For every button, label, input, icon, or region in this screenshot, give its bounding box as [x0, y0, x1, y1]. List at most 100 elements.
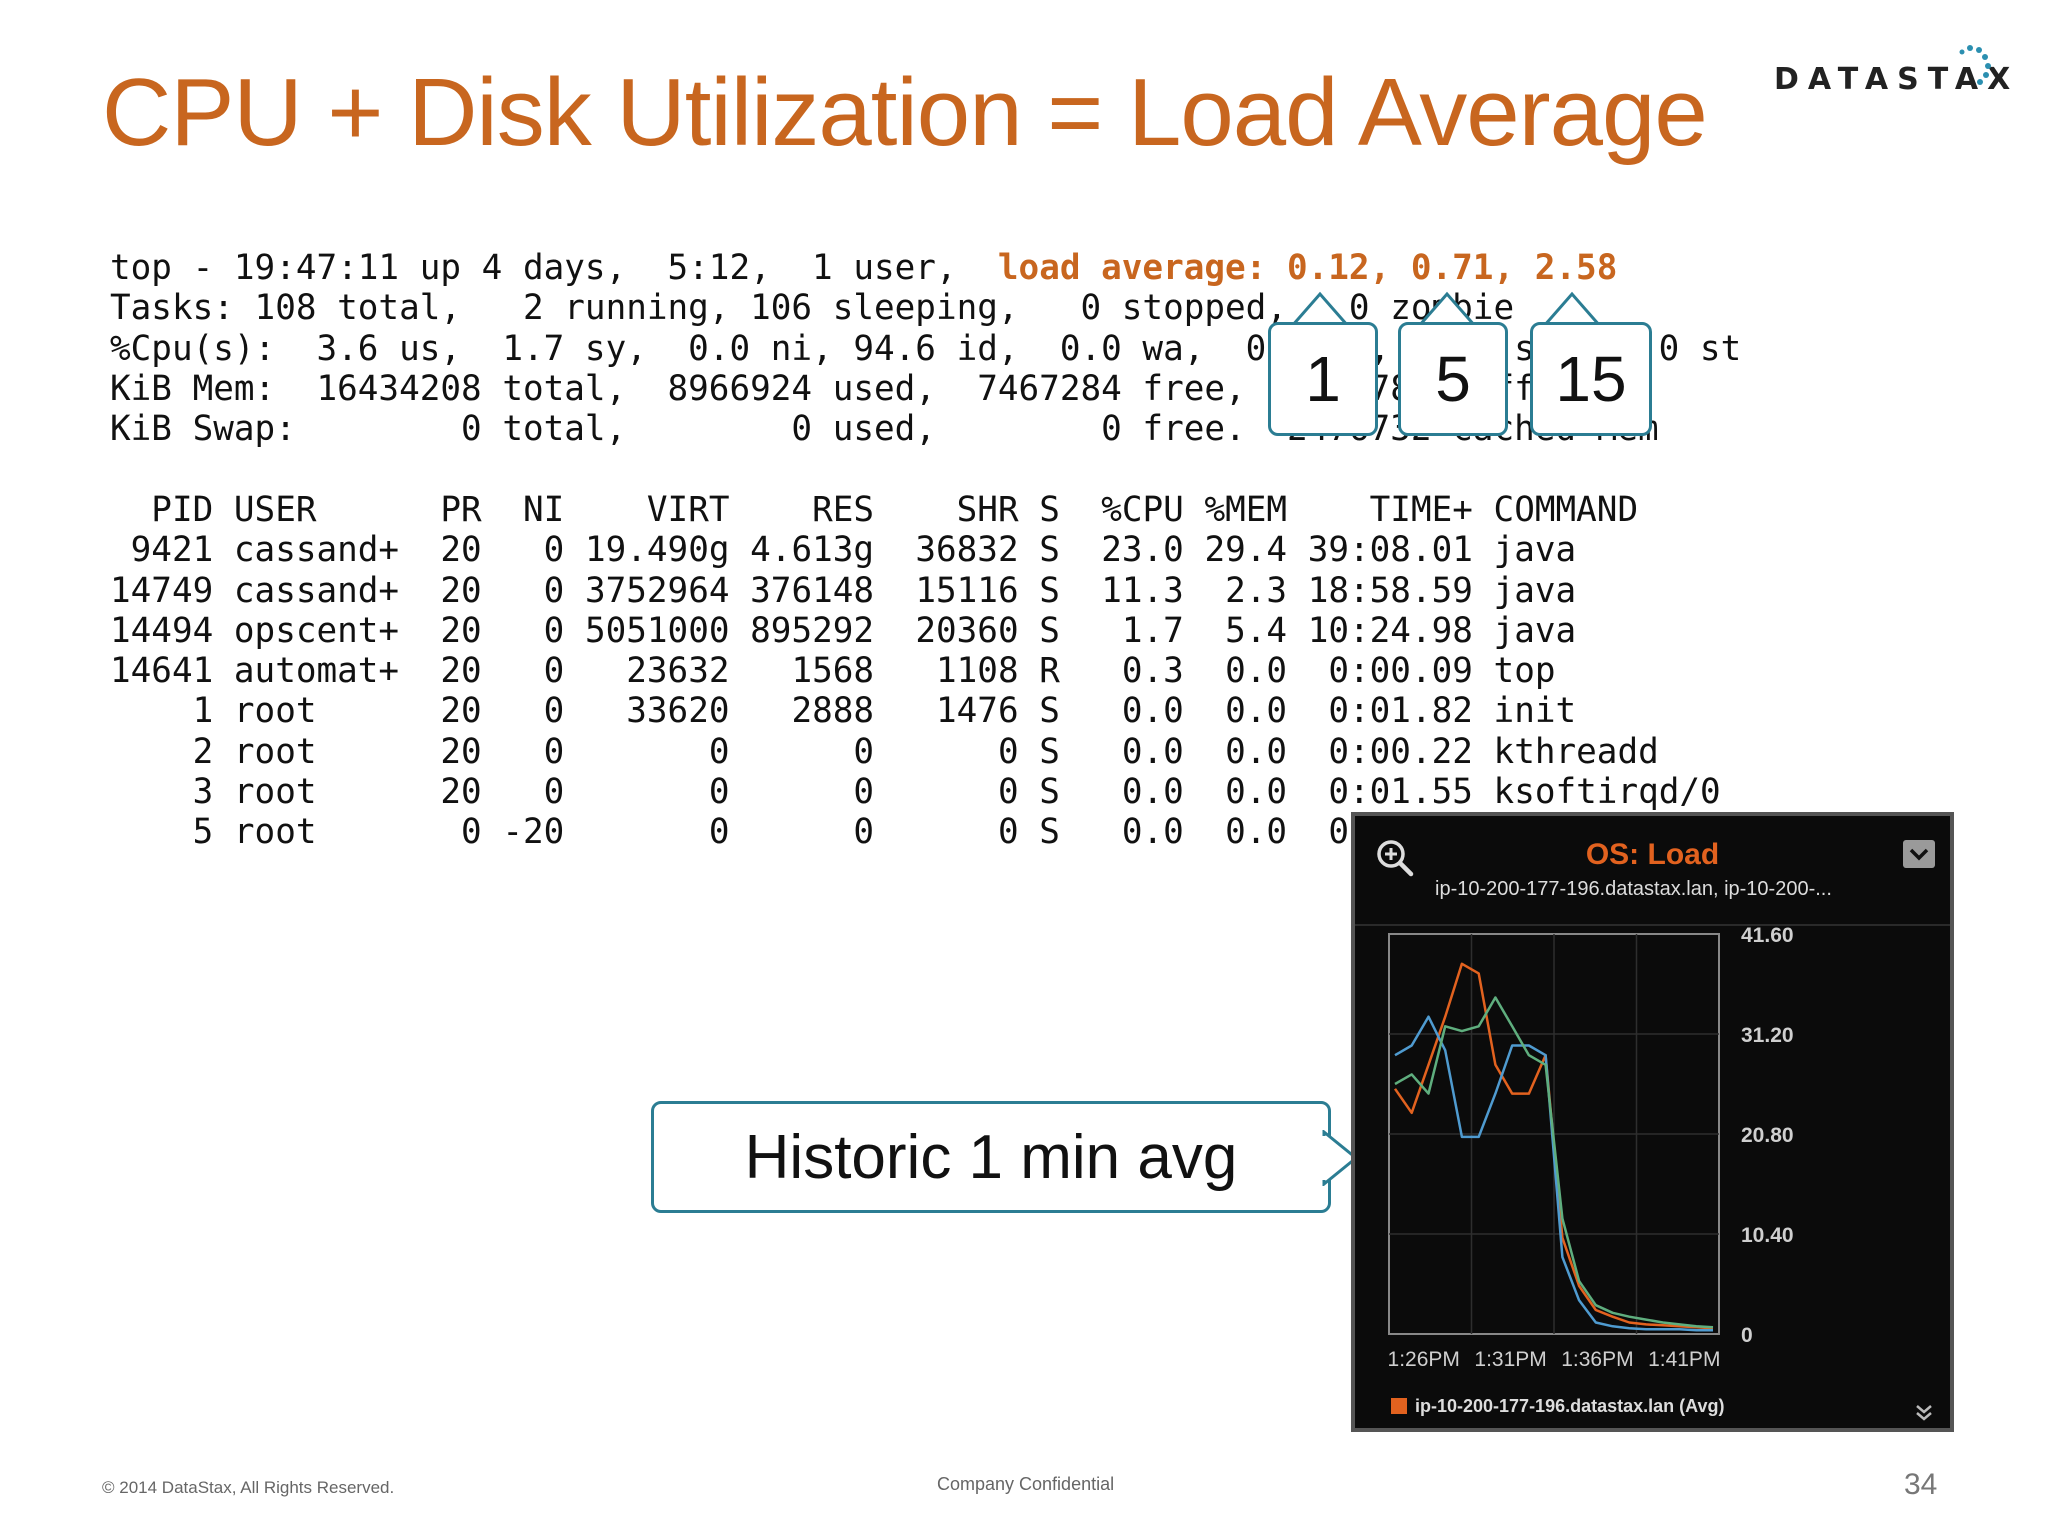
cell-ni: 0 — [543, 570, 565, 611]
cell-virt: 19.490g — [584, 530, 730, 571]
page-number: 34 — [1904, 1468, 1938, 1501]
cell-state: S — [1039, 731, 1060, 772]
cell-user: cassand+ — [233, 530, 400, 571]
cell-time: TIME+ — [1369, 490, 1473, 530]
cell-time: 0:01.55 — [1328, 772, 1473, 813]
callout-1-label: 1 — [1305, 343, 1341, 415]
callout-15-minute: 15 — [1530, 322, 1652, 436]
process-table: PID USER PR NI VIRT RES SHR S %CPU %MEM TIME+ COMMA… — [110, 490, 1741, 853]
cell-command: java — [1493, 570, 1577, 611]
table-header-row: PID USER PR NI VIRT RES SHR S %CPU %MEM TIME+ COMMA… — [110, 490, 1638, 530]
cell-shr: 0 — [997, 812, 1019, 853]
cell-time: 0:00.22 — [1328, 731, 1473, 772]
cell-command: kthreadd — [1493, 731, 1659, 772]
tasks-line: Tasks: 108 total, 2 running, 106 sleepin… — [110, 288, 1515, 329]
cell-res: 0 — [853, 812, 875, 853]
cell-user: root — [233, 691, 317, 732]
footer-confidential: Company Confidential — [937, 1474, 1115, 1494]
cell-time: 0:00.09 — [1328, 651, 1473, 692]
cell-pr: PR — [440, 490, 482, 530]
cell-pr: 20 — [440, 530, 482, 571]
uptime-text: top - 19:47:11 up 4 days, 5:12, 1 user, — [110, 248, 998, 288]
cell-res: 0 — [853, 772, 875, 813]
cell-cpu: 0.0 — [1121, 772, 1184, 813]
callout-1-minute: 1 — [1268, 322, 1378, 436]
cell-pr: 20 — [440, 772, 482, 813]
cell-pid: 5 — [192, 812, 214, 853]
table-row: 14641 automat+ 20 0 23632 1568 1108 R 0.3 0.0 0:00… — [110, 651, 1556, 691]
cpu-line: %Cpu(s): 3.6 us, 1.7 sy, 0.0 ni, 94.6 id… — [110, 328, 1742, 369]
cell-cpu: 23.0 — [1101, 530, 1184, 571]
cell-cpu: 0.0 — [1121, 731, 1184, 772]
double-chevron-down-icon[interactable] — [1913, 1402, 1935, 1424]
y-tick-label: 31.20 — [1741, 1024, 1794, 1047]
zoom-in-icon[interactable] — [1375, 838, 1415, 878]
cell-user: root — [233, 731, 317, 772]
cell-ni: -20 — [502, 812, 565, 853]
cell-pr: 20 — [440, 610, 482, 651]
cell-time: 0:01.82 — [1328, 691, 1473, 732]
y-tick-label: 0 — [1741, 1324, 1753, 1347]
cell-res: RES — [812, 490, 875, 530]
y-tick-label: 20.80 — [1741, 1124, 1794, 1147]
cell-virt: 3752964 — [584, 570, 730, 611]
cell-virt: 0 — [708, 772, 730, 813]
cell-cpu: 0.3 — [1121, 651, 1184, 692]
cell-user: root — [233, 812, 317, 853]
cell-time: 10:24.98 — [1307, 610, 1473, 651]
cell-res: 0 — [853, 731, 875, 772]
cell-res: 2888 — [791, 691, 875, 732]
cell-state: S — [1039, 691, 1060, 732]
cell-cpu: 1.7 — [1121, 610, 1184, 651]
cell-command: top — [1493, 651, 1556, 692]
cell-state: R — [1039, 651, 1060, 692]
cell-command: ksoftirqd/0 — [1493, 772, 1721, 813]
cell-mem: 0.0 — [1225, 691, 1288, 732]
cell-state: S — [1039, 490, 1060, 530]
table-row: 14494 opscent+ 20 0 5051000 895292 20360 S 1.7 5.… — [110, 610, 1576, 651]
cell-res: 895292 — [750, 610, 875, 651]
cell-shr: 1476 — [936, 691, 1019, 732]
y-tick-label: 10.40 — [1741, 1224, 1794, 1247]
cell-mem: %MEM — [1204, 490, 1288, 530]
cell-cpu: 11.3 — [1101, 570, 1184, 611]
cell-command: java — [1493, 610, 1577, 651]
cell-virt: 0 — [708, 731, 730, 772]
cell-ni: 0 — [543, 691, 565, 732]
logo-dots-icon — [1959, 45, 1991, 85]
cell-ni: NI — [523, 490, 565, 530]
cell-command: COMMAND — [1493, 490, 1639, 530]
cell-shr: 0 — [997, 731, 1019, 772]
chevron-down-icon[interactable] — [1903, 840, 1935, 868]
widget-subtitle: ip-10-200-177-196.datastax.lan, ip-10-20… — [1435, 878, 1832, 900]
cell-mem: 0.0 — [1225, 651, 1288, 692]
cell-cpu: 0.0 — [1121, 691, 1184, 732]
cell-pr: 20 — [440, 651, 482, 692]
datastax-logo: DATASTAX — [1774, 44, 2024, 104]
cell-shr: 15116 — [915, 570, 1019, 611]
cell-virt: 23632 — [626, 651, 730, 692]
widget-legend[interactable]: ip-10-200-177-196.datastax.lan (Avg) — [1391, 1396, 1724, 1417]
cell-cpu: 0.0 — [1121, 812, 1184, 853]
table-row: 2 root 20 0 0 0 0 S 0.0 0.0 0:00.22 kthreadd — [110, 731, 1659, 772]
historic-callout: Historic 1 min avg — [651, 1101, 1331, 1213]
callout-15-label: 15 — [1555, 343, 1627, 415]
cell-ni: 0 — [543, 772, 565, 813]
widget-title: OS: Load — [1585, 838, 1720, 871]
cell-pr: 20 — [440, 570, 482, 611]
cell-cpu: %CPU — [1101, 490, 1184, 530]
cell-pr: 0 — [461, 812, 482, 853]
cell-pid: 14494 — [110, 610, 214, 651]
x-tick-label: 1:31PM — [1474, 1348, 1546, 1371]
cell-ni: 0 — [543, 651, 565, 692]
cell-res: 1568 — [791, 651, 875, 692]
widget-separator — [1355, 924, 1950, 926]
cell-command: init — [1493, 691, 1577, 732]
cell-virt: 33620 — [626, 691, 730, 732]
os-load-widget: OS: Load ip-10-200-177-196.datastax.lan,… — [1351, 812, 1954, 1432]
table-row: 9421 cassand+ 20 0 19.490g 4.613g 36832 S 23.0 29… — [110, 530, 1577, 571]
cell-mem: 5.4 — [1225, 610, 1288, 651]
cell-user: automat+ — [233, 651, 400, 692]
cell-virt: 0 — [708, 812, 730, 853]
cell-command: java — [1493, 530, 1577, 571]
